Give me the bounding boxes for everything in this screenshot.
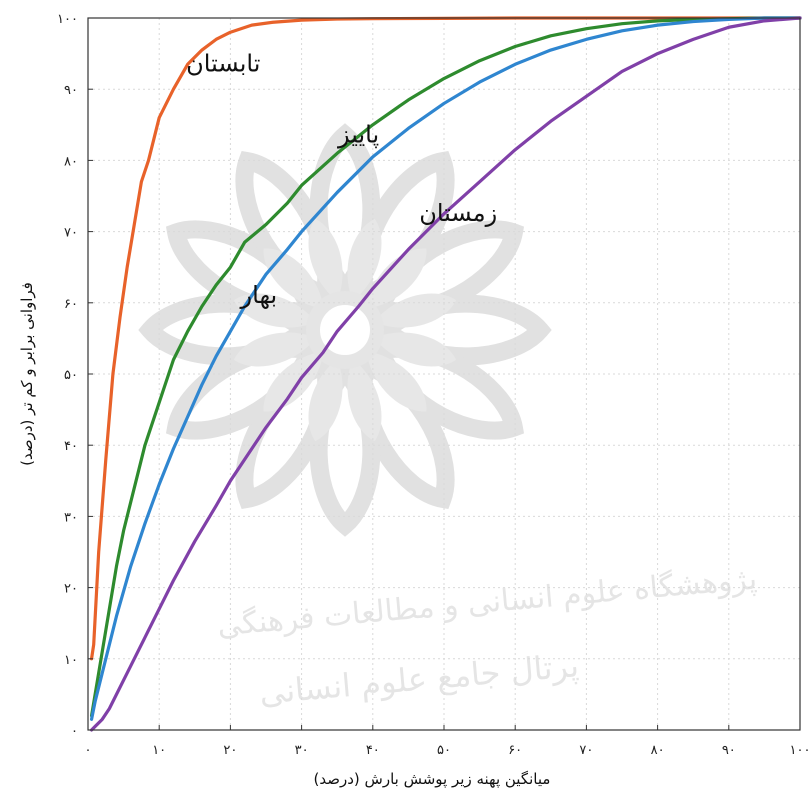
- x-tick-label: ۶۰: [508, 743, 522, 758]
- y-tick-label: ۵۰: [64, 368, 78, 383]
- y-tick-label: ۲۰: [64, 582, 78, 597]
- x-axis-label: میانگین پهنه زیر پوشش بارش (درصد): [314, 770, 551, 789]
- emblem-inner-petal: [263, 248, 324, 309]
- institute-emblem-watermark: [138, 123, 552, 537]
- series-line-پاییز: [89, 16, 802, 718]
- y-tick-label: ۸۰: [64, 154, 78, 169]
- x-tick-label: ۸۰: [651, 743, 665, 758]
- x-tick-label: ۴۰: [366, 743, 380, 758]
- emblem-inner-petal: [366, 248, 427, 309]
- y-tick-label: ۱۰: [64, 653, 78, 668]
- y-tick-label: ۷۰: [64, 226, 78, 241]
- series-annotation: تابستان: [186, 49, 260, 77]
- series-line-تابستان: [89, 16, 802, 661]
- series-annotation: بهار: [240, 281, 278, 309]
- emblem-inner-petal: [373, 293, 457, 328]
- x-tick-label: ۹۰: [722, 743, 736, 758]
- emblem-inner-petal: [347, 358, 382, 442]
- emblem-inner-petal: [366, 351, 427, 412]
- x-tick-label: ۵۰: [437, 743, 451, 758]
- series-annotations: تابستان پاییز زمستان بهار: [186, 49, 497, 308]
- x-tick-label: ۱۰۰: [790, 743, 808, 758]
- series-annotation: پاییز: [337, 121, 379, 149]
- y-axis-ticks: ۰ ۱۰ ۲۰ ۳۰ ۴۰ ۵۰ ۶۰ ۷۰ ۸۰ ۹۰ ۱۰۰: [57, 12, 93, 739]
- x-tick-label: ۲۰: [223, 743, 237, 758]
- watermark-institute-name: پژوهشگاه علوم انسانی و مطالعات فرهنگی: [216, 562, 759, 644]
- y-tick-label: ۳۰: [64, 510, 78, 525]
- x-tick-label: ۱۰: [152, 743, 166, 758]
- emblem-inner-petal: [263, 351, 324, 412]
- emblem-inner-petal: [308, 358, 343, 442]
- y-tick-label: ۹۰: [64, 83, 78, 98]
- x-tick-label: ۳۰: [295, 743, 309, 758]
- y-tick-label: ۱۰۰: [57, 12, 78, 27]
- x-tick-label: ۷۰: [579, 743, 593, 758]
- watermark-portal-name: پرتال جامع علوم انسانی: [258, 646, 580, 712]
- emblem-core: [306, 291, 384, 369]
- y-tick-label: ۰: [71, 724, 78, 739]
- emblem-inner-petal: [233, 293, 317, 328]
- emblem-inner-petal: [308, 218, 343, 302]
- series-line-زمستان: [89, 16, 802, 732]
- y-tick-label: ۴۰: [64, 439, 78, 454]
- series-line-بهار: [89, 16, 802, 721]
- series-annotation: زمستان: [419, 199, 497, 227]
- emblem-inner-petal: [233, 332, 317, 367]
- y-tick-label: ۶۰: [64, 297, 78, 312]
- x-tick-label: ۰: [85, 743, 92, 758]
- emblem-inner-petal: [373, 332, 457, 367]
- grid: [88, 18, 800, 730]
- x-axis-ticks: ۰ ۱۰ ۲۰ ۳۰ ۴۰ ۵۰ ۶۰ ۷۰ ۸۰ ۹۰ ۱۰۰: [85, 725, 808, 758]
- y-axis-label: فراوانی برابر و کم تر (درصد): [18, 282, 36, 466]
